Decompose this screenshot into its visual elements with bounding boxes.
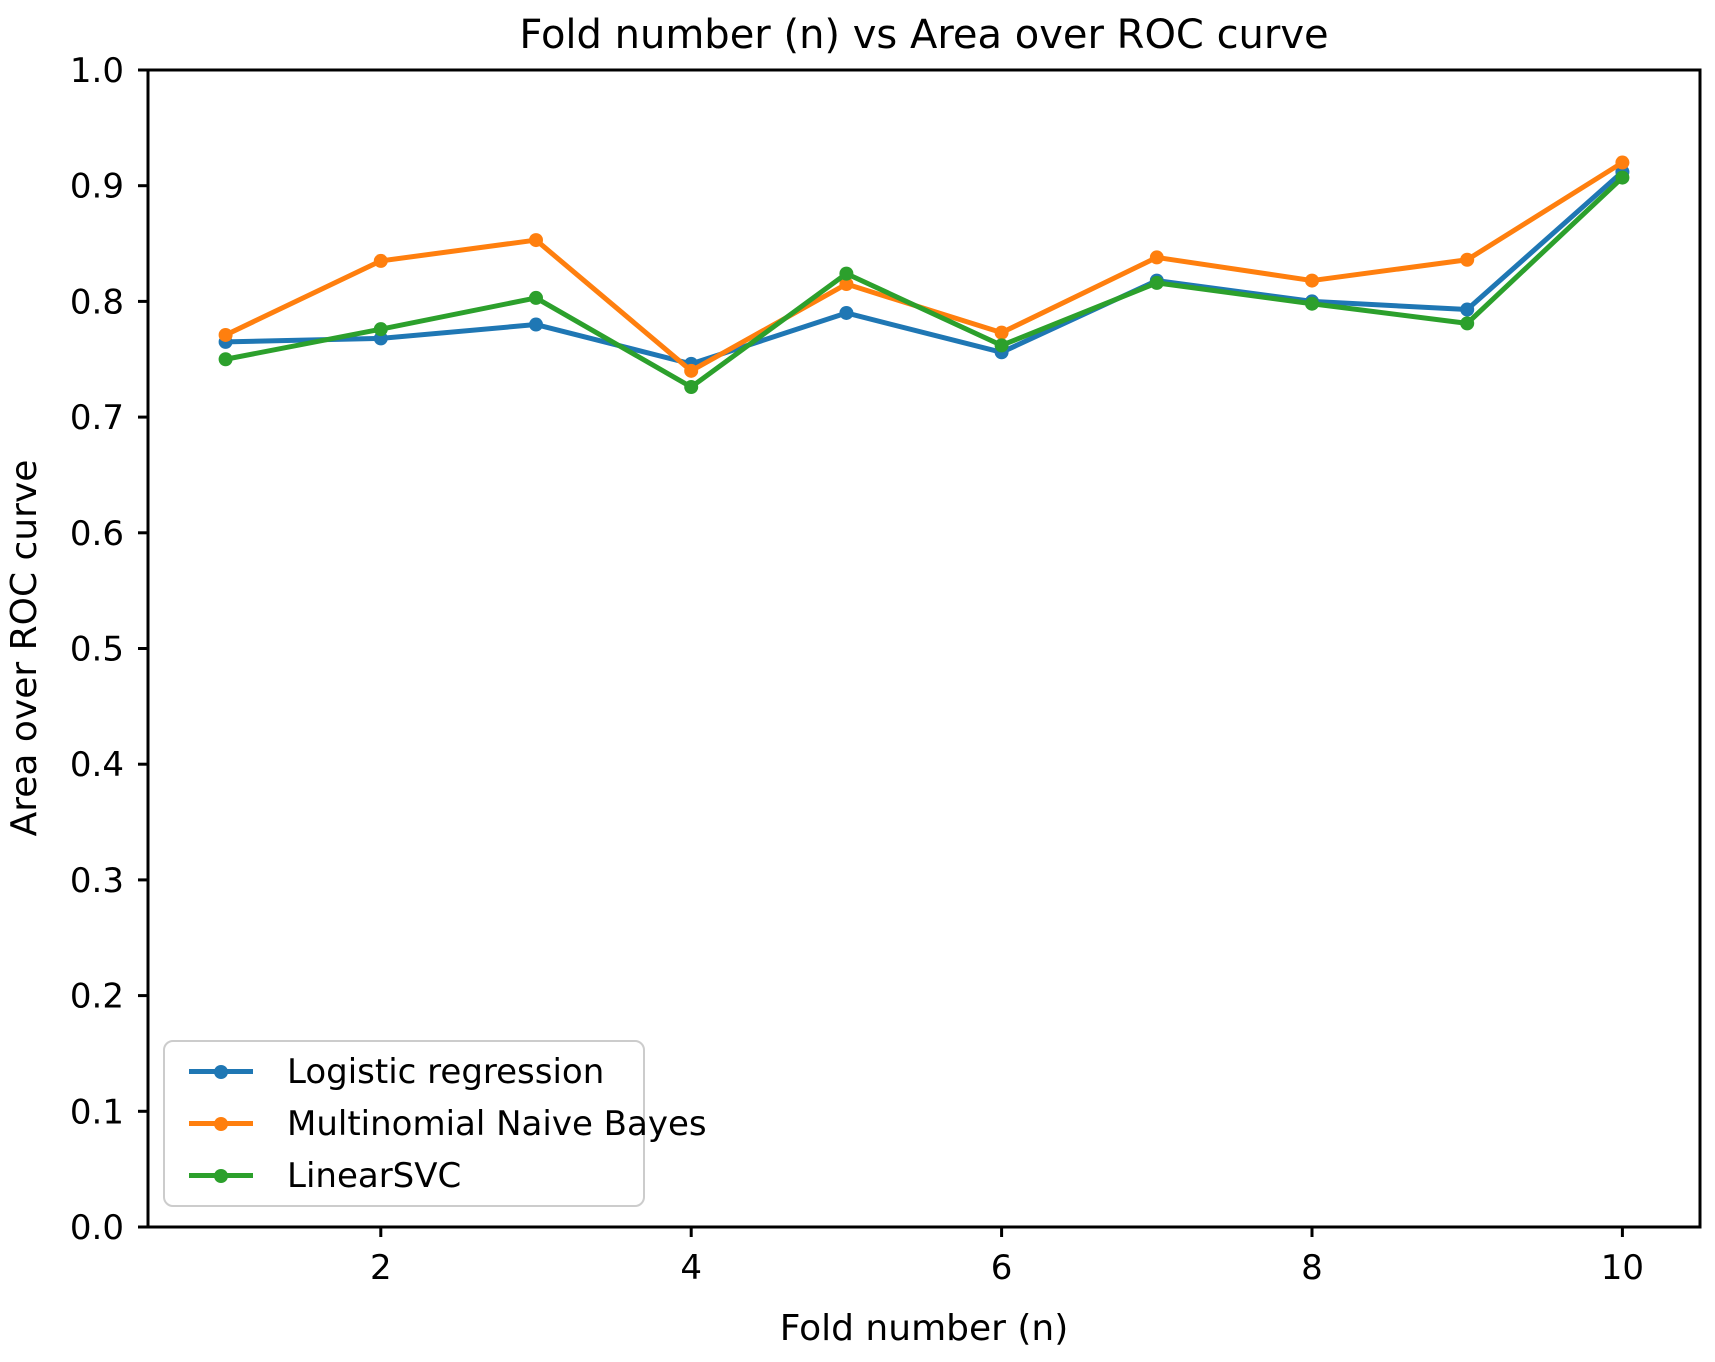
data-point: [218, 327, 233, 342]
plot-frame: [146, 68, 1702, 1229]
data-point: [839, 305, 854, 320]
data-point: [218, 352, 233, 367]
y-tick-label: 0.2: [70, 977, 124, 1017]
x-tick-label: 10: [1601, 1248, 1644, 1288]
data-point: [1149, 275, 1164, 290]
data-point: [373, 322, 388, 337]
series-line: [225, 169, 1625, 367]
legend: Logistic regression Multinomial Naive Ba…: [163, 1040, 707, 1207]
legend-line-marker-icon: [189, 1064, 253, 1079]
y-tick-label: 0.9: [70, 167, 124, 207]
legend-item: Logistic regression: [177, 1051, 643, 1092]
legend-item-label: Multinomial Naive Bayes: [287, 1103, 707, 1144]
y-tick-label: 0.1: [70, 1092, 124, 1132]
data-point: [684, 363, 699, 378]
x-tick-label: 6: [991, 1248, 1013, 1288]
y-tick-label: 0.6: [70, 514, 124, 554]
data-point: [1460, 302, 1475, 317]
legend-item-label: LinearSVC: [287, 1155, 462, 1196]
data-point: [529, 233, 543, 248]
data-point: [684, 380, 699, 395]
data-point: [994, 338, 1009, 353]
y-tick-label: 0.5: [70, 630, 124, 670]
series-line: [224, 160, 1624, 374]
data-point: [1305, 296, 1319, 311]
data-point: [1305, 273, 1319, 288]
data-point: [529, 290, 543, 305]
y-tick-label: 0.3: [70, 861, 124, 901]
legend-dot-icon: [214, 1168, 228, 1183]
y-axis-label: Area over ROC curve: [4, 460, 45, 837]
legend-item: Multinomial Naive Bayes: [177, 1104, 707, 1144]
data-point: [1615, 170, 1630, 185]
series-line: [225, 175, 1625, 390]
y-tick-label: 0.4: [70, 745, 124, 785]
data-point: [1460, 316, 1475, 331]
chart-title: Fold number (n) vs Area over ROC curve: [519, 12, 1328, 58]
y-tick-label: 0.7: [70, 398, 124, 438]
legend-line-marker-icon: [189, 1116, 253, 1131]
data-point: [373, 253, 388, 268]
legend-item-label: Logistic regression: [287, 1051, 605, 1092]
legend-dot-icon: [214, 1116, 228, 1131]
legend-dot-icon: [214, 1064, 228, 1079]
data-point: [1149, 250, 1164, 265]
x-tick-label: 4: [680, 1248, 702, 1288]
legend-line-marker-icon: [189, 1168, 253, 1183]
legend-item: LinearSVC: [177, 1155, 643, 1196]
x-axis-label: Fold number (n): [780, 1308, 1069, 1349]
y-tick-label: 0.8: [70, 282, 124, 322]
data-point: [529, 317, 543, 332]
y-tick-label: 1.0: [70, 51, 124, 91]
y-tick-label: 0.0: [70, 1208, 124, 1248]
plot-area: 0.0 0.1 0.2 0.3 0.4 0.5 0.6 0.7 0.8 0.9 1.0 2 4 6 8 10: [70, 51, 1702, 1288]
x-tick-label: 2: [370, 1248, 392, 1288]
data-point: [839, 277, 854, 292]
data-point: [1615, 155, 1630, 170]
x-tick-label: 8: [1301, 1248, 1323, 1288]
data-point: [839, 266, 854, 281]
data-point: [994, 325, 1009, 340]
data-point: [1460, 252, 1475, 267]
